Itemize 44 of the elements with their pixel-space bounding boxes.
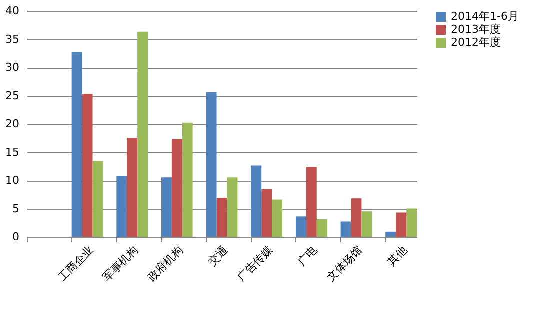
bar — [72, 52, 82, 237]
y-tick-label: 20 — [6, 118, 20, 130]
bar — [227, 178, 238, 237]
y-tick-label: 0 — [12, 230, 20, 244]
legend-label: 2013年度 — [451, 23, 501, 36]
bar — [351, 198, 362, 237]
bar — [316, 219, 328, 237]
legend-label: 2012年度 — [451, 36, 501, 49]
bar — [396, 212, 407, 237]
bar — [386, 232, 396, 237]
y-tick-label: 5 — [12, 202, 20, 216]
bar — [306, 166, 317, 237]
bar — [262, 188, 272, 237]
y-tick-label: 40 — [6, 4, 20, 18]
bar — [251, 166, 262, 237]
y-tick-label: 10 — [6, 174, 20, 187]
bar — [172, 139, 182, 237]
bar — [340, 222, 352, 237]
bar — [138, 32, 148, 237]
x-tick-label: 政府机构 — [145, 244, 186, 284]
x-tick-label: 广告传媒 — [235, 244, 276, 284]
bar — [92, 161, 104, 237]
bar — [206, 92, 217, 237]
x-tick-label: 交通 — [206, 244, 230, 269]
x-tick-label: 广电 — [295, 244, 320, 269]
bar — [161, 178, 172, 237]
bar — [362, 212, 372, 237]
bar — [182, 122, 193, 237]
legend-label: 2014年1-6月 — [451, 10, 519, 23]
x-tick-label: 军事机构 — [100, 244, 141, 284]
bar — [406, 208, 417, 237]
x-tick-label: 文体场馆 — [324, 244, 365, 284]
y-tick-label: 30 — [6, 61, 20, 74]
x-tick-label: 工商企业 — [56, 244, 96, 284]
bar — [272, 200, 283, 237]
bar — [127, 138, 138, 237]
y-tick-label: 15 — [6, 146, 20, 159]
y-tick-label: 25 — [6, 89, 20, 102]
y-tick-label: 35 — [6, 32, 20, 46]
x-tick-label: 其他 — [385, 244, 410, 269]
bar — [82, 94, 93, 237]
bar — [116, 176, 128, 237]
bar — [296, 216, 306, 237]
bar — [216, 198, 228, 237]
